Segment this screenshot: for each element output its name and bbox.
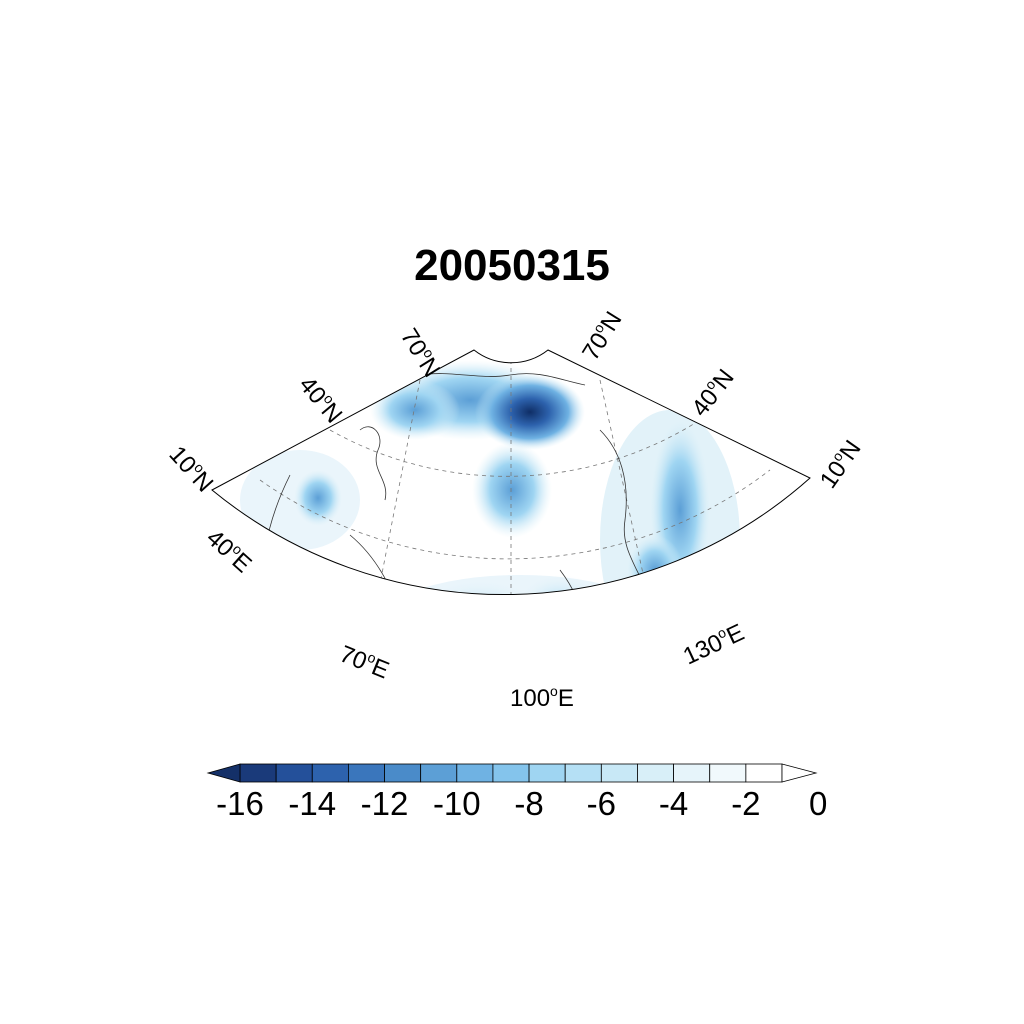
colorbar: -16 -14 -12 -10 -8 -6 -4 -2 0 — [206, 763, 827, 822]
colorbar-low-triangle — [206, 763, 241, 783]
anomaly-center — [472, 442, 552, 538]
colorbar-tick-label: -16 — [216, 785, 264, 822]
anomaly-core — [475, 374, 585, 450]
colorbar-box — [745, 763, 783, 783]
colorbar-tick-label: -14 — [288, 785, 336, 822]
map-title: 20050315 — [414, 241, 610, 290]
colorbar-tick-label: 0 — [809, 785, 827, 822]
colorbar-tick-label: -8 — [514, 785, 543, 822]
colorbar-tick-label: -6 — [587, 785, 616, 822]
lat-label-10n-left: 10oN — [164, 440, 220, 498]
anomaly-southwest — [420, 580, 540, 595]
anomaly-east-low — [627, 535, 683, 595]
colorbar-box — [347, 763, 385, 783]
colorbar-box — [709, 763, 747, 783]
anomaly-east-ridge — [650, 420, 710, 595]
colorbar-box — [673, 763, 711, 783]
graticule — [239, 360, 791, 595]
lat-label-10n-right: 10oN — [813, 434, 866, 493]
colorbar-tick-label: -4 — [659, 785, 688, 822]
colorbar-box — [637, 763, 675, 783]
colorbar-box — [239, 763, 277, 783]
colorbar-boxes — [239, 763, 783, 783]
colorbar-box — [528, 763, 566, 783]
colorbar-high-triangle — [781, 763, 818, 783]
colorbar-box — [384, 763, 422, 783]
colorbar-box — [275, 763, 313, 783]
colorbar-labels: -16 -14 -12 -10 -8 -6 -4 -2 0 — [216, 785, 827, 822]
colorbar-tick-label: -12 — [361, 785, 409, 822]
colorbar-box — [600, 763, 638, 783]
lon-label-70e: 70oE — [336, 639, 394, 685]
anomaly-north-west — [370, 380, 460, 440]
lat-label-40n-right: 40oN — [685, 363, 740, 422]
colorbar-tick-label: -2 — [731, 785, 760, 822]
anomaly-south — [520, 575, 600, 595]
anomaly-west — [294, 470, 342, 526]
map-border — [211, 349, 811, 596]
lon-label-130e: 130oE — [678, 617, 748, 670]
colorbar-box — [311, 763, 349, 783]
lat-label-70n-right: 70oN — [575, 306, 627, 365]
colorbar-box — [492, 763, 530, 783]
lon-label-40e: 40oE — [201, 523, 258, 578]
lon-label-100e: 100oE — [510, 683, 574, 712]
colorbar-box — [456, 763, 494, 783]
lat-label-40n-left: 40oN — [293, 370, 349, 428]
colorbar-tick-label: -10 — [433, 785, 481, 822]
colorbar-box — [420, 763, 458, 783]
colorbar-box — [564, 763, 602, 783]
